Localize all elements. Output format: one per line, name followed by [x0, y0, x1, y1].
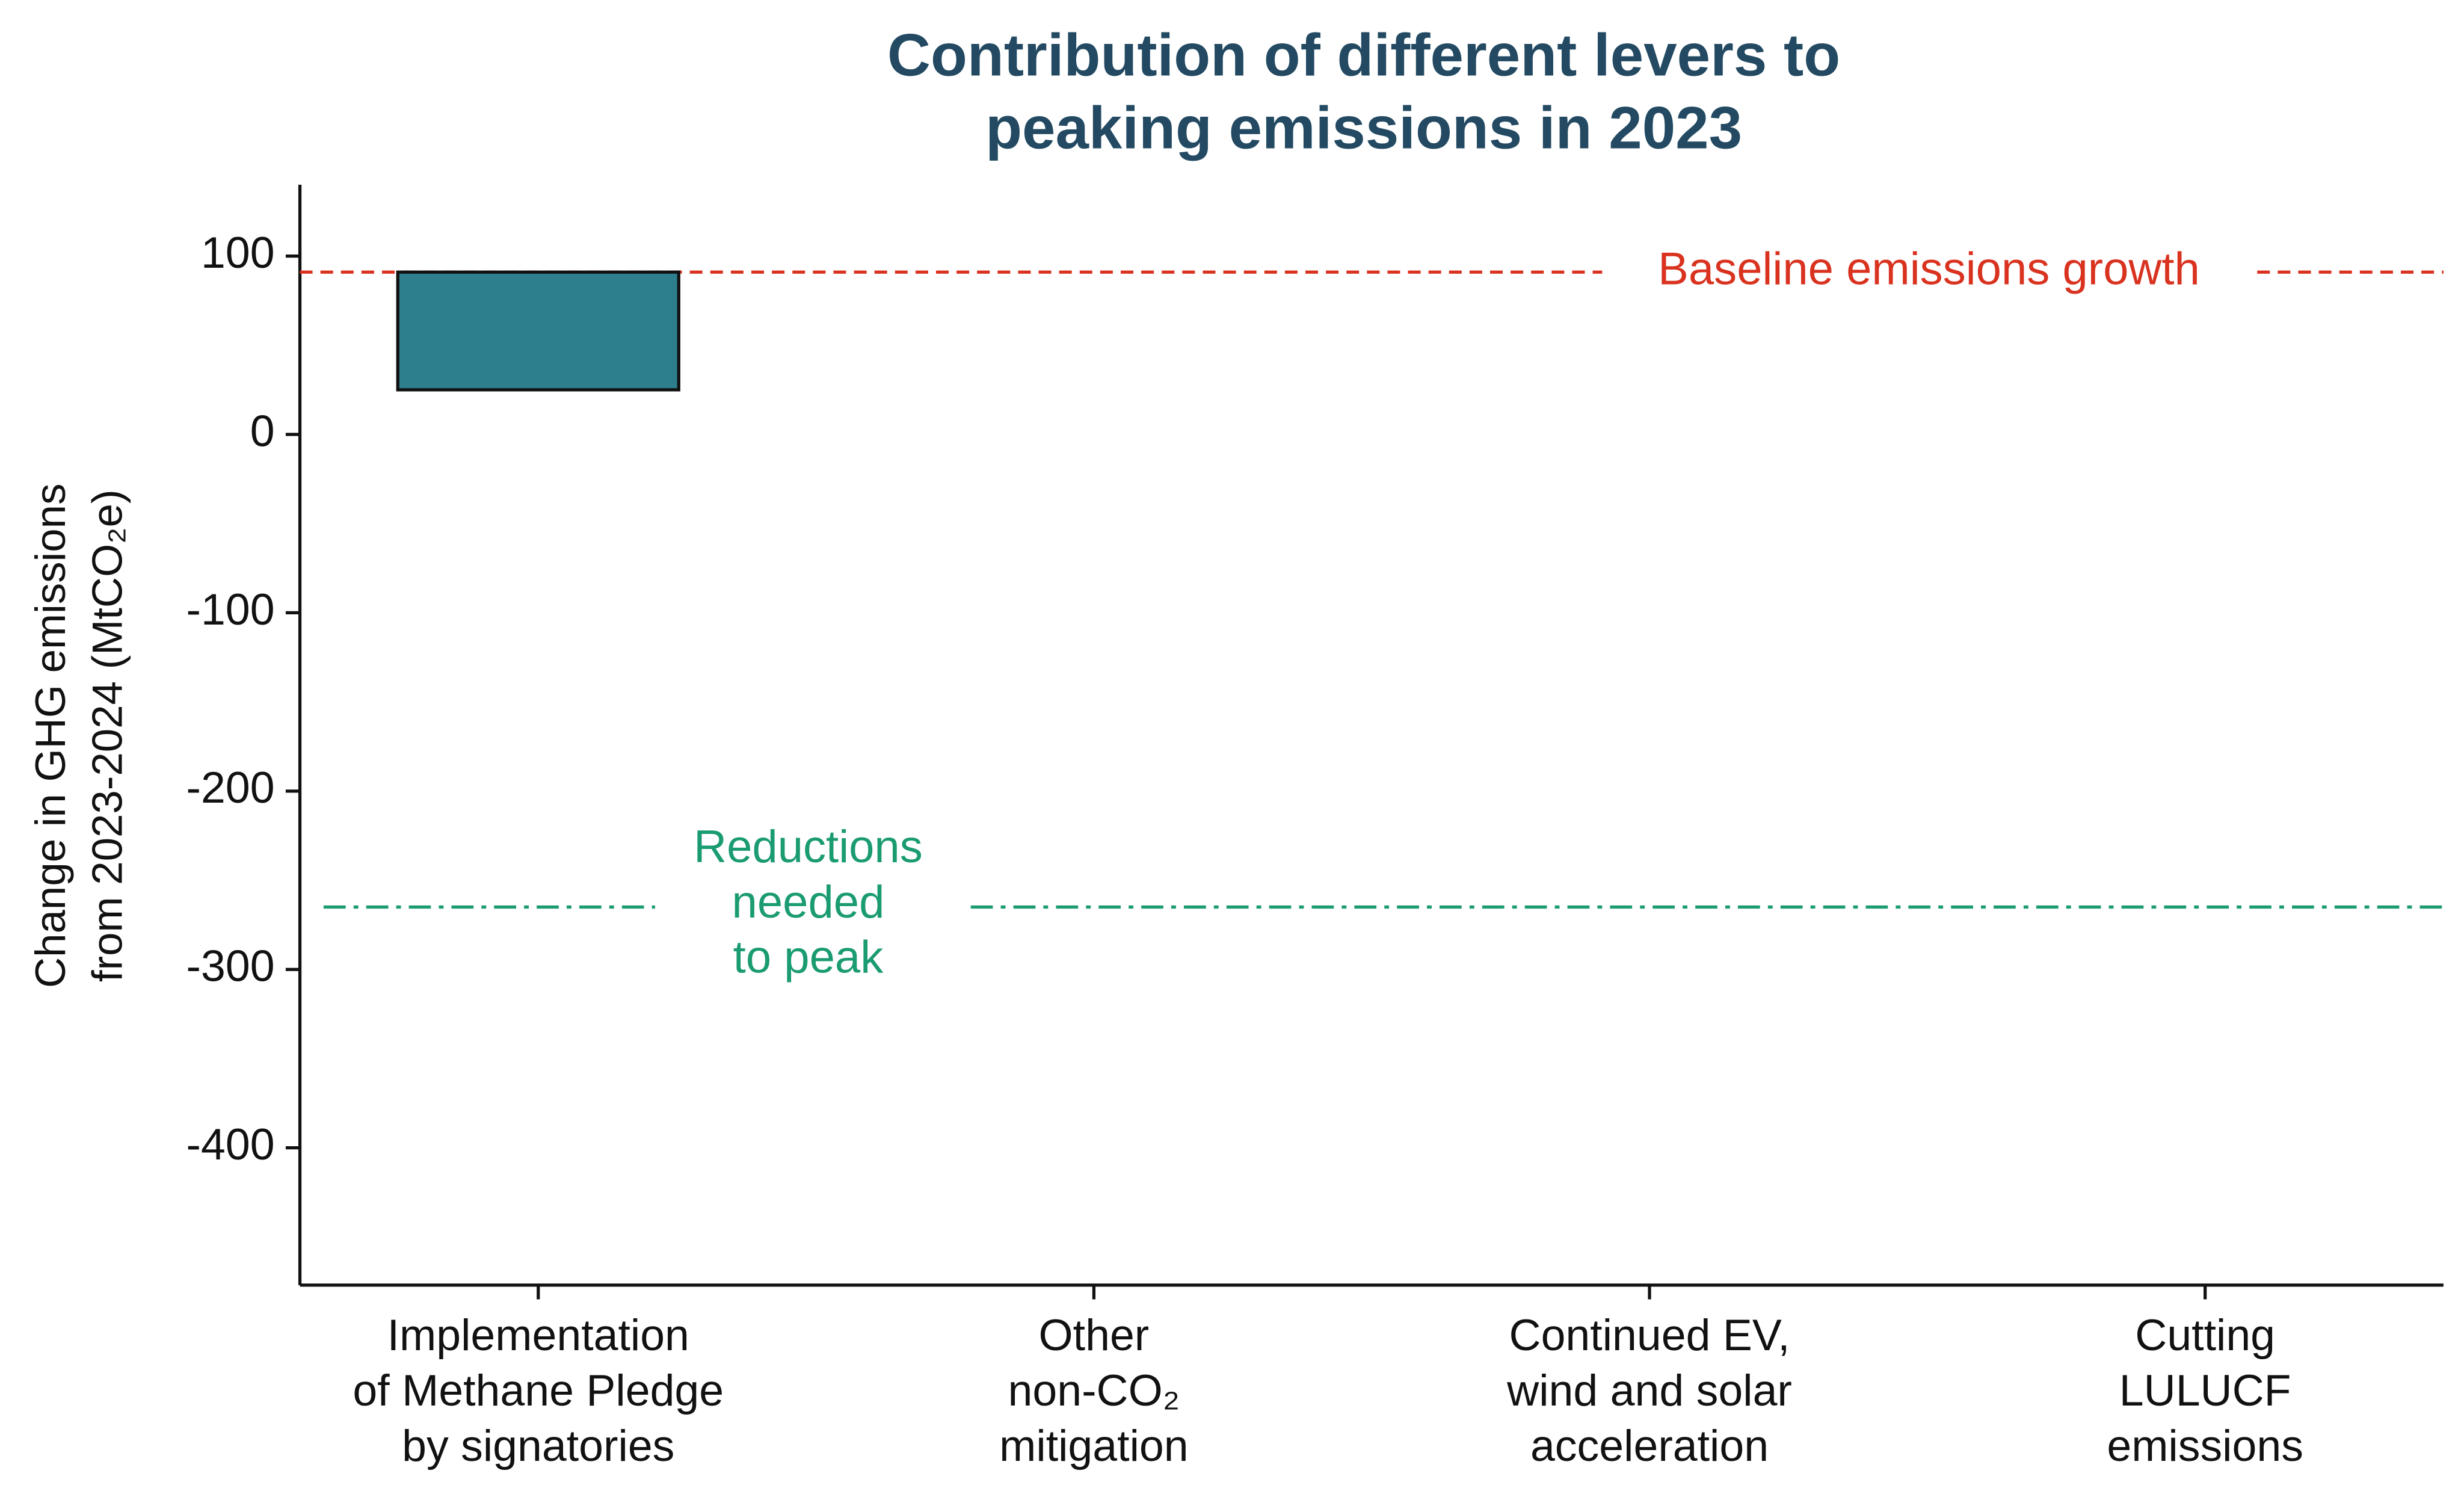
x-tick-label: Cutting LULUCF emissions	[2107, 1310, 2303, 1471]
chart-title: Contribution of different levers to peaki…	[887, 22, 1840, 162]
y-axis-label: Change in GHG emissions from 2023-2024 (M…	[27, 484, 131, 989]
y-tick-label: 100	[201, 227, 275, 277]
y-tick-label: -100	[186, 584, 275, 634]
y-tick-label: -200	[186, 762, 275, 812]
target-label: Reductions needed to peak	[694, 821, 923, 983]
baseline-label: Baseline emissions growth	[1658, 243, 2200, 294]
y-tick-label: 0	[250, 406, 275, 455]
x-tick-label: Continued EV, wind and solar acceleration	[1506, 1310, 1792, 1471]
x-tick-label: Implementation of Methane Pledge by signat…	[353, 1310, 724, 1471]
y-tick-label: -400	[186, 1119, 275, 1169]
bar	[396, 270, 680, 392]
y-tick-label: -300	[186, 941, 275, 991]
x-tick-label: Other non-CO₂ mitigation	[999, 1310, 1188, 1471]
